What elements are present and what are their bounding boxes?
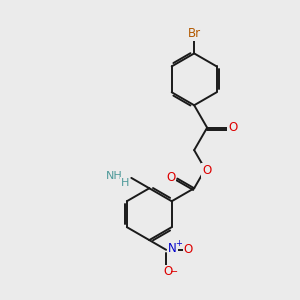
Text: −: − <box>170 267 178 277</box>
Text: O: O <box>166 171 176 184</box>
Text: O: O <box>163 266 172 278</box>
Text: O: O <box>184 243 193 256</box>
Text: O: O <box>202 164 211 177</box>
Text: NH: NH <box>106 171 123 182</box>
Text: +: + <box>176 239 182 248</box>
Text: H: H <box>121 178 129 188</box>
Text: O: O <box>228 121 238 134</box>
Text: Br: Br <box>188 27 201 40</box>
Text: N: N <box>168 242 177 255</box>
